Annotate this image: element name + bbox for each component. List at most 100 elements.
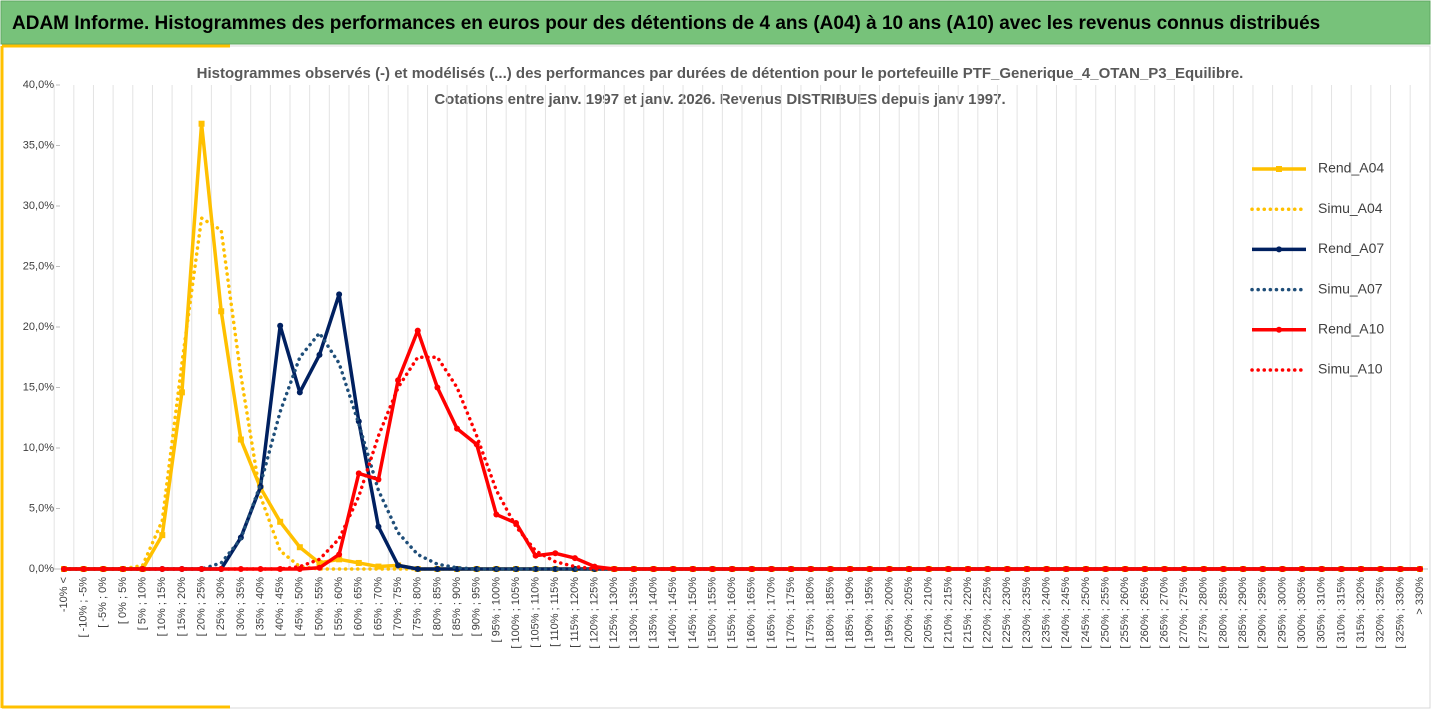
- point: [925, 566, 932, 572]
- x-tick-label: [ 30% ; 35%: [235, 577, 247, 637]
- x-tick-label: [ 135% ; 140%: [647, 577, 659, 649]
- point: [198, 120, 205, 127]
- y-tick-label: 40,0%: [23, 79, 54, 91]
- point: [355, 470, 362, 477]
- x-tick-label: [ 290% ; 295%: [1257, 577, 1269, 649]
- x-tick-label: [ 275% ; 280%: [1198, 577, 1210, 649]
- point: [218, 308, 225, 315]
- point: [1023, 566, 1030, 572]
- x-tick-label: [ 240% ; 245%: [1060, 577, 1072, 649]
- x-tick-label: [ 200% ; 205%: [903, 577, 915, 649]
- point: [434, 384, 441, 391]
- x-tick-label: [ 295% ; 300%: [1276, 577, 1288, 649]
- x-tick-label: [ 100% ; 105%: [510, 577, 522, 649]
- point: [277, 566, 284, 572]
- point: [493, 511, 500, 518]
- x-tick-label: > 330%: [1414, 577, 1426, 615]
- x-tick-label: [ 0% ; 5%: [117, 577, 129, 624]
- point: [375, 476, 382, 483]
- x-tick-label: [ 255% ; 260%: [1119, 577, 1131, 649]
- x-tick-label: [ 310% ; 315%: [1335, 577, 1347, 649]
- x-tick-label: [ 210% ; 215%: [942, 577, 954, 649]
- point: [414, 566, 421, 572]
- legend-label: Rend_A07: [1318, 240, 1384, 256]
- y-tick-label: 25,0%: [23, 260, 54, 272]
- x-tick-label: [ 220% ; 225%: [982, 577, 994, 649]
- point: [532, 552, 539, 559]
- point: [316, 559, 323, 566]
- x-tick-label: [ 85% ; 90%: [451, 577, 463, 637]
- point: [159, 532, 166, 539]
- point: [1377, 566, 1384, 572]
- x-tick-label: [ 125% ; 130%: [608, 577, 620, 649]
- x-tick-label: [ 270% ; 275%: [1178, 577, 1190, 649]
- x-tick-label: [ 70% ; 75%: [392, 577, 404, 637]
- x-tick-label: [ 50% ; 55%: [313, 577, 325, 637]
- x-tick-label: [ 230% ; 235%: [1021, 577, 1033, 649]
- x-tick-label: [ 315% ; 320%: [1355, 577, 1367, 649]
- x-tick-label: [ 115% ; 120%: [569, 577, 581, 648]
- point: [1102, 566, 1109, 572]
- x-tick-label: [ 155% ; 160%: [726, 577, 738, 649]
- y-tick-label: 35,0%: [23, 139, 54, 151]
- point: [454, 425, 461, 432]
- point: [355, 559, 362, 566]
- point: [277, 322, 284, 329]
- point: [1279, 566, 1286, 572]
- x-tick-label: [ 25% ; 30%: [215, 577, 227, 637]
- x-tick-label: [ -5% ; 0%: [97, 577, 109, 628]
- x-tick-label: [ 190% ; 195%: [864, 577, 876, 649]
- point: [434, 566, 441, 572]
- x-tick-label: [ 5% ; 10%: [137, 577, 149, 630]
- point: [847, 566, 854, 572]
- x-tick-label: [ 105% ; 110%: [530, 577, 542, 648]
- legend-label: Rend_A10: [1318, 321, 1384, 337]
- legend-marker: [1276, 326, 1282, 333]
- y-tick-label: 10,0%: [23, 442, 54, 454]
- point: [748, 566, 755, 572]
- chart-title: Histogrammes observés (-) et modélisés (…: [197, 65, 1244, 82]
- x-tick-label: [ 110% ; 115%: [549, 577, 561, 647]
- x-tick-label: [ 180% ; 185%: [824, 577, 836, 649]
- point: [375, 563, 382, 570]
- x-tick-label: [ 145% ; 150%: [687, 577, 699, 649]
- x-tick-label: [ 305% ; 310%: [1316, 577, 1328, 649]
- point: [316, 351, 323, 358]
- x-tick-label: [ -10% ; -5%: [78, 577, 90, 638]
- x-tick-label: [ 195% ; 200%: [883, 577, 895, 649]
- x-tick-label: [ 40% ; 45%: [274, 577, 286, 637]
- legend-label: Simu_A04: [1318, 200, 1383, 216]
- point: [670, 566, 677, 572]
- y-tick-label: 0,0%: [29, 563, 54, 575]
- x-tick-label: [ 300% ; 305%: [1296, 577, 1308, 649]
- point: [316, 564, 323, 571]
- point: [198, 566, 205, 572]
- x-tick-label: [ 245% ; 250%: [1080, 577, 1092, 649]
- x-tick-label: [ 75% ; 80%: [412, 577, 424, 637]
- point: [296, 544, 303, 551]
- point: [336, 556, 343, 563]
- x-tick-label: [ 205% ; 210%: [923, 577, 935, 649]
- x-tick-label: [ 35% ; 40%: [254, 577, 266, 637]
- x-tick-label: [ 150% ; 155%: [706, 577, 718, 649]
- x-tick-label: [ 250% ; 255%: [1099, 577, 1111, 649]
- x-tick-label: [ 130% ; 135%: [628, 577, 640, 649]
- series-line: [62, 355, 1422, 571]
- x-tick-label: [ 60% ; 65%: [353, 577, 365, 637]
- point: [414, 327, 421, 334]
- x-tick-label: [ 325% ; 330%: [1394, 577, 1406, 649]
- x-tick-label: [ 45% ; 50%: [294, 577, 306, 637]
- x-tick-label: [ 80% ; 85%: [431, 577, 443, 637]
- x-tick-label: [ 320% ; 325%: [1375, 577, 1387, 649]
- point: [277, 518, 284, 525]
- x-tick-label: [ 175% ; 180%: [805, 577, 817, 649]
- point: [178, 389, 185, 396]
- x-tick-label: [ 20% ; 25%: [195, 577, 207, 637]
- x-tick-label: [ 65% ; 70%: [372, 577, 384, 637]
- legend-marker: [1276, 166, 1282, 172]
- legend-label: Simu_A10: [1318, 361, 1383, 377]
- point: [296, 389, 303, 396]
- point: [375, 523, 382, 530]
- header-bar: [0, 0, 1431, 45]
